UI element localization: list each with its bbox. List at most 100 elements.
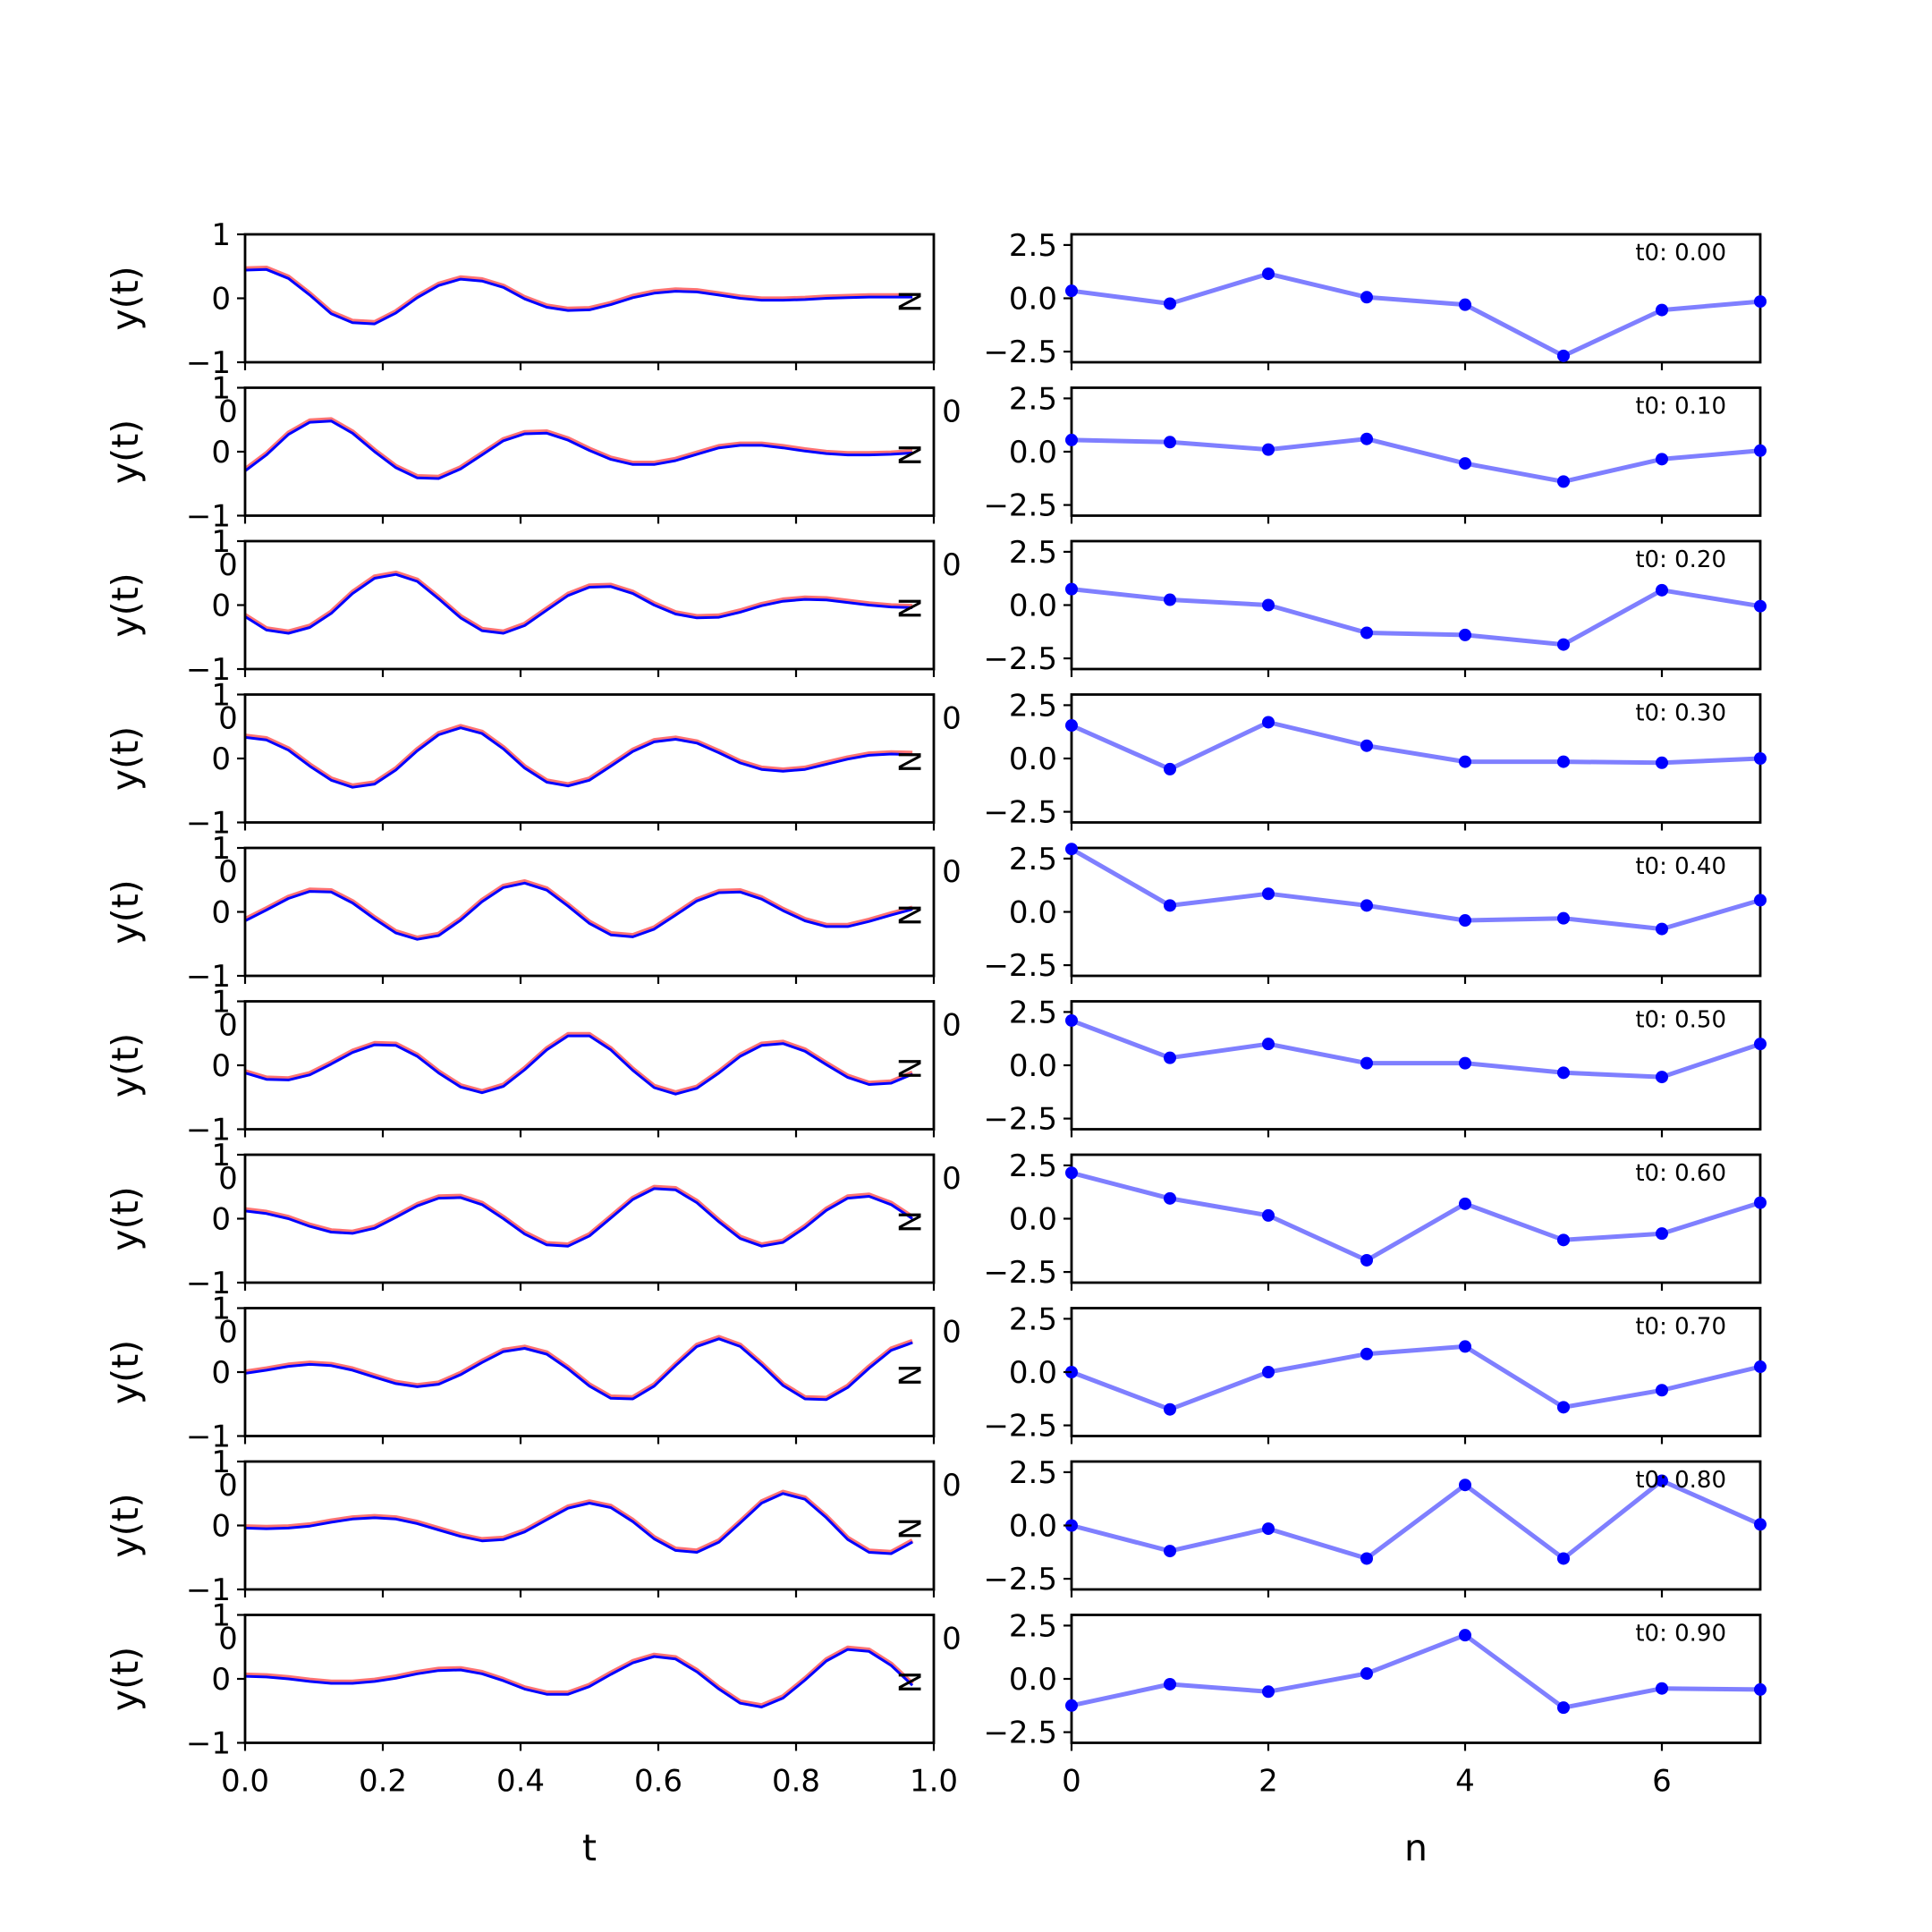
coefficient-point (1360, 291, 1373, 304)
y-tick-label: 0.0 (1009, 1355, 1057, 1391)
y-tick-label: 2.5 (1009, 228, 1057, 264)
coefficient-point (1262, 887, 1275, 901)
y-tick-label: 0 (211, 1662, 231, 1698)
clipped-tick-label: 0 (218, 701, 238, 737)
y-tick-label: 1 (211, 1292, 231, 1327)
y-tick-label: 1 (211, 217, 231, 253)
coefficient-point (1360, 899, 1373, 912)
truth-line (245, 1489, 914, 1555)
y-axis-label: y(t) (104, 879, 147, 944)
y-axis-label: y(t) (104, 419, 147, 484)
y-tick-label: 0.0 (1009, 1509, 1057, 1545)
coefficient-point (1656, 303, 1668, 317)
y-tick-label: 0.0 (1009, 895, 1057, 931)
coefficient-point (1557, 638, 1570, 651)
clipped-tick-label: 0 (942, 394, 962, 430)
t0-annotation: t0: 0.20 (1635, 547, 1726, 573)
clipped-tick-label: 0 (218, 1315, 238, 1351)
prediction-line (245, 1648, 914, 1708)
left-panel-3-plot (245, 724, 913, 789)
y-axis-label: y(t) (104, 1186, 147, 1250)
y-tick-label: −1 (186, 1113, 231, 1148)
corner-label: N (894, 1364, 929, 1386)
coefficient-point (1557, 1066, 1570, 1080)
clipped-tick-label: 0 (218, 394, 238, 430)
y-tick-label: 1 (211, 524, 231, 560)
y-tick-label: 0 (211, 589, 231, 624)
coefficient-point (1262, 1685, 1275, 1699)
corner-label: N (894, 903, 929, 926)
truth-line (245, 724, 913, 788)
prediction-line (245, 572, 913, 635)
y-tick-label: 2.5 (1009, 1301, 1057, 1337)
t0-annotation: t0: 0.80 (1635, 1467, 1726, 1494)
coefficient-point (1262, 267, 1275, 281)
coefficient-point (1459, 1056, 1471, 1070)
y-tick-label: 0.0 (1009, 1202, 1057, 1238)
coefficient-line (1070, 847, 1761, 932)
corner-label: N (894, 597, 929, 619)
coefficient-point (1164, 1545, 1176, 1558)
coefficient-point (1656, 1682, 1668, 1695)
coefficient-point (1656, 1474, 1668, 1487)
y-tick-label: 1 (211, 1445, 231, 1480)
t0-annotation: t0: 0.60 (1635, 1160, 1726, 1187)
left-panel-1-plot (245, 417, 913, 480)
clipped-tick-label: 0 (218, 1622, 238, 1657)
coefficient-point (1262, 1038, 1275, 1051)
coefficient-point (1754, 295, 1767, 309)
y-tick-label: 0.0 (1009, 1048, 1057, 1084)
corner-label: N (894, 444, 929, 466)
coefficient-point (1459, 1629, 1471, 1642)
coefficient-line (1071, 436, 1761, 484)
left-panel-0-plot (245, 266, 913, 326)
y-tick-label: 0 (211, 1202, 231, 1238)
clipped-tick-label: 0 (942, 1468, 962, 1504)
coefficient-point (1065, 719, 1078, 733)
coefficient-point (1656, 1384, 1668, 1397)
y-tick-label: −2.5 (983, 1562, 1057, 1597)
y-tick-label: 1 (211, 371, 231, 407)
coefficient-point (1065, 582, 1078, 596)
y-tick-label: −1 (186, 652, 231, 688)
coefficient-point (1754, 444, 1767, 457)
coefficient-point (1164, 297, 1176, 310)
coefficient-point (1459, 457, 1471, 470)
y-tick-label: 1 (211, 1138, 231, 1174)
y-tick-label: −1 (186, 499, 231, 535)
coefficient-point (1262, 598, 1275, 612)
y-axis-label: y(t) (104, 1493, 147, 1557)
y-tick-label: −2.5 (983, 1255, 1057, 1291)
y-tick-label: 2.5 (1009, 688, 1057, 724)
coefficient-point (1164, 436, 1176, 449)
y-tick-label: 2.5 (1009, 1148, 1057, 1184)
y-tick-label: −2.5 (983, 1102, 1057, 1138)
coefficient-point (1459, 914, 1471, 928)
prediction-line (245, 726, 913, 789)
y-tick-label: 0.0 (1009, 1662, 1057, 1698)
coefficient-point (1754, 1196, 1767, 1209)
coefficient-point (1164, 1677, 1176, 1690)
x-tick-label: 0 (1062, 1764, 1081, 1800)
left-panel-6-plot (245, 1184, 914, 1248)
x-tick-label: 1.0 (910, 1764, 958, 1800)
coefficient-point (1459, 755, 1471, 768)
coefficient-point (1065, 1013, 1078, 1027)
coefficient-point (1557, 1701, 1570, 1715)
coefficient-point (1459, 628, 1471, 641)
x-axis-label: t (582, 1826, 597, 1869)
y-tick-label: −1 (186, 1266, 231, 1301)
coefficient-point (1164, 593, 1176, 606)
clipped-tick-label: 0 (942, 1315, 962, 1351)
truth-line (245, 879, 913, 940)
truth-line (245, 1645, 914, 1708)
prediction-line (245, 1337, 913, 1402)
y-axis-label: y(t) (104, 1033, 147, 1097)
left-panel-frame (243, 1460, 936, 1591)
coefficient-point (1754, 1518, 1767, 1531)
x-tick-label: 0.6 (634, 1764, 682, 1800)
coefficient-point (1065, 1699, 1078, 1712)
prediction-line (245, 419, 913, 480)
coefficient-point (1754, 1360, 1767, 1374)
y-tick-label: −1 (186, 806, 231, 842)
